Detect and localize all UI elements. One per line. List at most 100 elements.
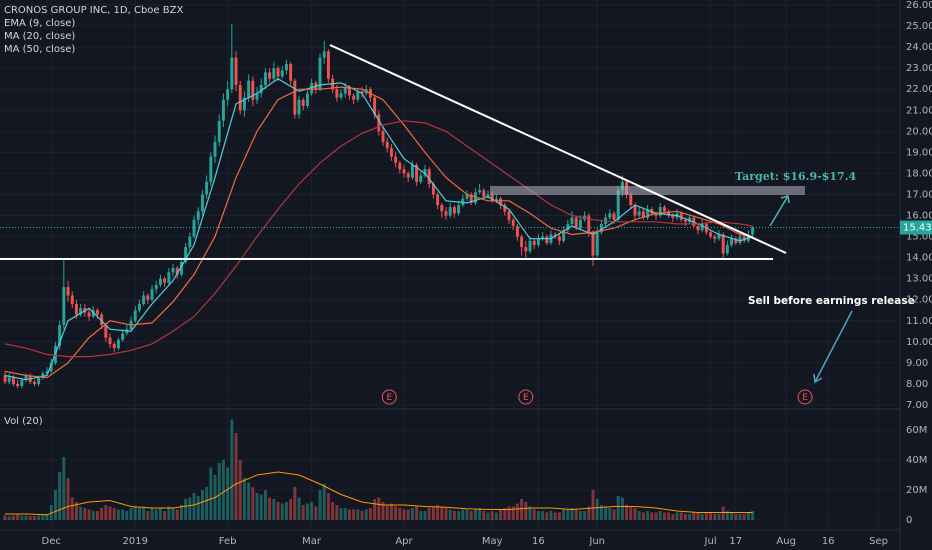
last-price-box: [900, 220, 932, 235]
volume-bar: [310, 502, 314, 520]
y-tick-label: 13.00: [906, 274, 932, 285]
volume-bar: [545, 512, 549, 520]
candle-body: [515, 226, 519, 237]
volume-bar: [297, 497, 301, 520]
volume-bar: [289, 499, 293, 520]
volume-bar: [654, 512, 658, 520]
candle-body: [696, 226, 700, 231]
volume-bar: [671, 514, 675, 520]
candle-body: [448, 207, 452, 216]
volume-bar: [616, 496, 620, 520]
candle-body: [654, 213, 658, 216]
volume-bar: [604, 506, 608, 520]
candle-body: [482, 190, 486, 197]
candle-body: [406, 173, 410, 178]
candle-body: [158, 278, 162, 285]
candle-body: [213, 141, 217, 157]
volume-bar: [541, 511, 545, 520]
volume-bar: [45, 514, 49, 520]
volume-bar: [112, 508, 116, 520]
candle-body: [671, 215, 675, 218]
volume-bar: [725, 511, 729, 520]
candle-body: [683, 219, 687, 222]
volume-bar: [473, 509, 477, 520]
candle-body: [444, 211, 448, 216]
candle-body: [734, 238, 738, 243]
y-tick-label: 8.00: [906, 379, 928, 390]
candle-body: [751, 227, 755, 235]
candle-body: [209, 156, 213, 182]
trend-line: [329, 44, 787, 254]
volume-bar: [751, 511, 755, 520]
volume-bar: [167, 506, 171, 520]
candle-body: [616, 190, 620, 220]
candle-body: [507, 211, 511, 220]
candle-body: [587, 215, 591, 233]
volume-bar: [662, 512, 666, 520]
x-tick-label: 16: [532, 536, 545, 547]
volume-bar: [566, 509, 570, 520]
volume-bar: [713, 514, 717, 520]
candle-body: [389, 148, 393, 157]
volume-bar: [570, 508, 574, 520]
candle-body: [343, 87, 347, 94]
candle-body: [91, 310, 95, 317]
y-tick-label: 14.00: [906, 253, 932, 264]
candle-body: [49, 362, 53, 372]
y-tick-label: 20.00: [906, 126, 932, 137]
volume-bar: [692, 512, 696, 520]
candle-body: [717, 234, 721, 239]
volume-bar: [352, 509, 356, 520]
volume-bar: [520, 499, 524, 520]
volume-bar: [431, 506, 435, 520]
earnings-marker: [518, 389, 534, 405]
candle-body: [150, 289, 154, 300]
candle-body: [247, 80, 251, 98]
candle-body: [486, 194, 490, 197]
candle-body: [352, 95, 356, 100]
volume-bar: [368, 508, 372, 520]
candle-body: [465, 194, 469, 199]
indicator-line: [4, 86, 753, 379]
indicator-line: [4, 120, 753, 358]
candle-body: [667, 211, 671, 216]
candle-body: [142, 295, 146, 304]
x-tick-label: Jul: [704, 536, 717, 547]
volume-bar: [280, 503, 284, 520]
x-tick-label: Jun: [588, 536, 605, 547]
volume-bar: [633, 508, 637, 520]
candle-body: [339, 93, 343, 98]
marks: [0, 23, 900, 520]
volume-bar: [70, 497, 74, 520]
volume-bar: [503, 508, 507, 520]
candle-body: [268, 72, 272, 79]
volume-bar: [188, 497, 192, 520]
volume-bar: [331, 502, 335, 520]
candle-body: [688, 217, 692, 222]
last-price-label: 15.43: [903, 223, 932, 234]
candle-body: [335, 89, 339, 98]
volume-bar: [7, 516, 11, 520]
volume-bar: [738, 514, 742, 520]
candle-body: [175, 268, 179, 275]
volume-bar: [608, 508, 612, 520]
volume-bar: [356, 509, 360, 520]
candle-body: [192, 219, 196, 237]
candle-body: [520, 236, 524, 248]
candle-body: [629, 194, 633, 205]
candle-body: [662, 207, 666, 212]
volume-bar: [108, 506, 112, 520]
volume-bar: [373, 499, 377, 520]
y-tick-label: 10.00: [906, 337, 932, 348]
candle-body: [79, 308, 83, 315]
grid: [0, 0, 900, 530]
candle-body: [511, 219, 515, 227]
volume-bar: [326, 493, 330, 520]
y-tick-label: 11.00: [906, 316, 932, 327]
volume-bar: [234, 433, 238, 520]
volume-tick-label: 0: [906, 515, 912, 526]
x-tick-label: Feb: [219, 536, 237, 547]
x-tick-label: Sep: [869, 536, 888, 547]
candle-body: [16, 383, 20, 387]
candle-body: [234, 57, 238, 85]
